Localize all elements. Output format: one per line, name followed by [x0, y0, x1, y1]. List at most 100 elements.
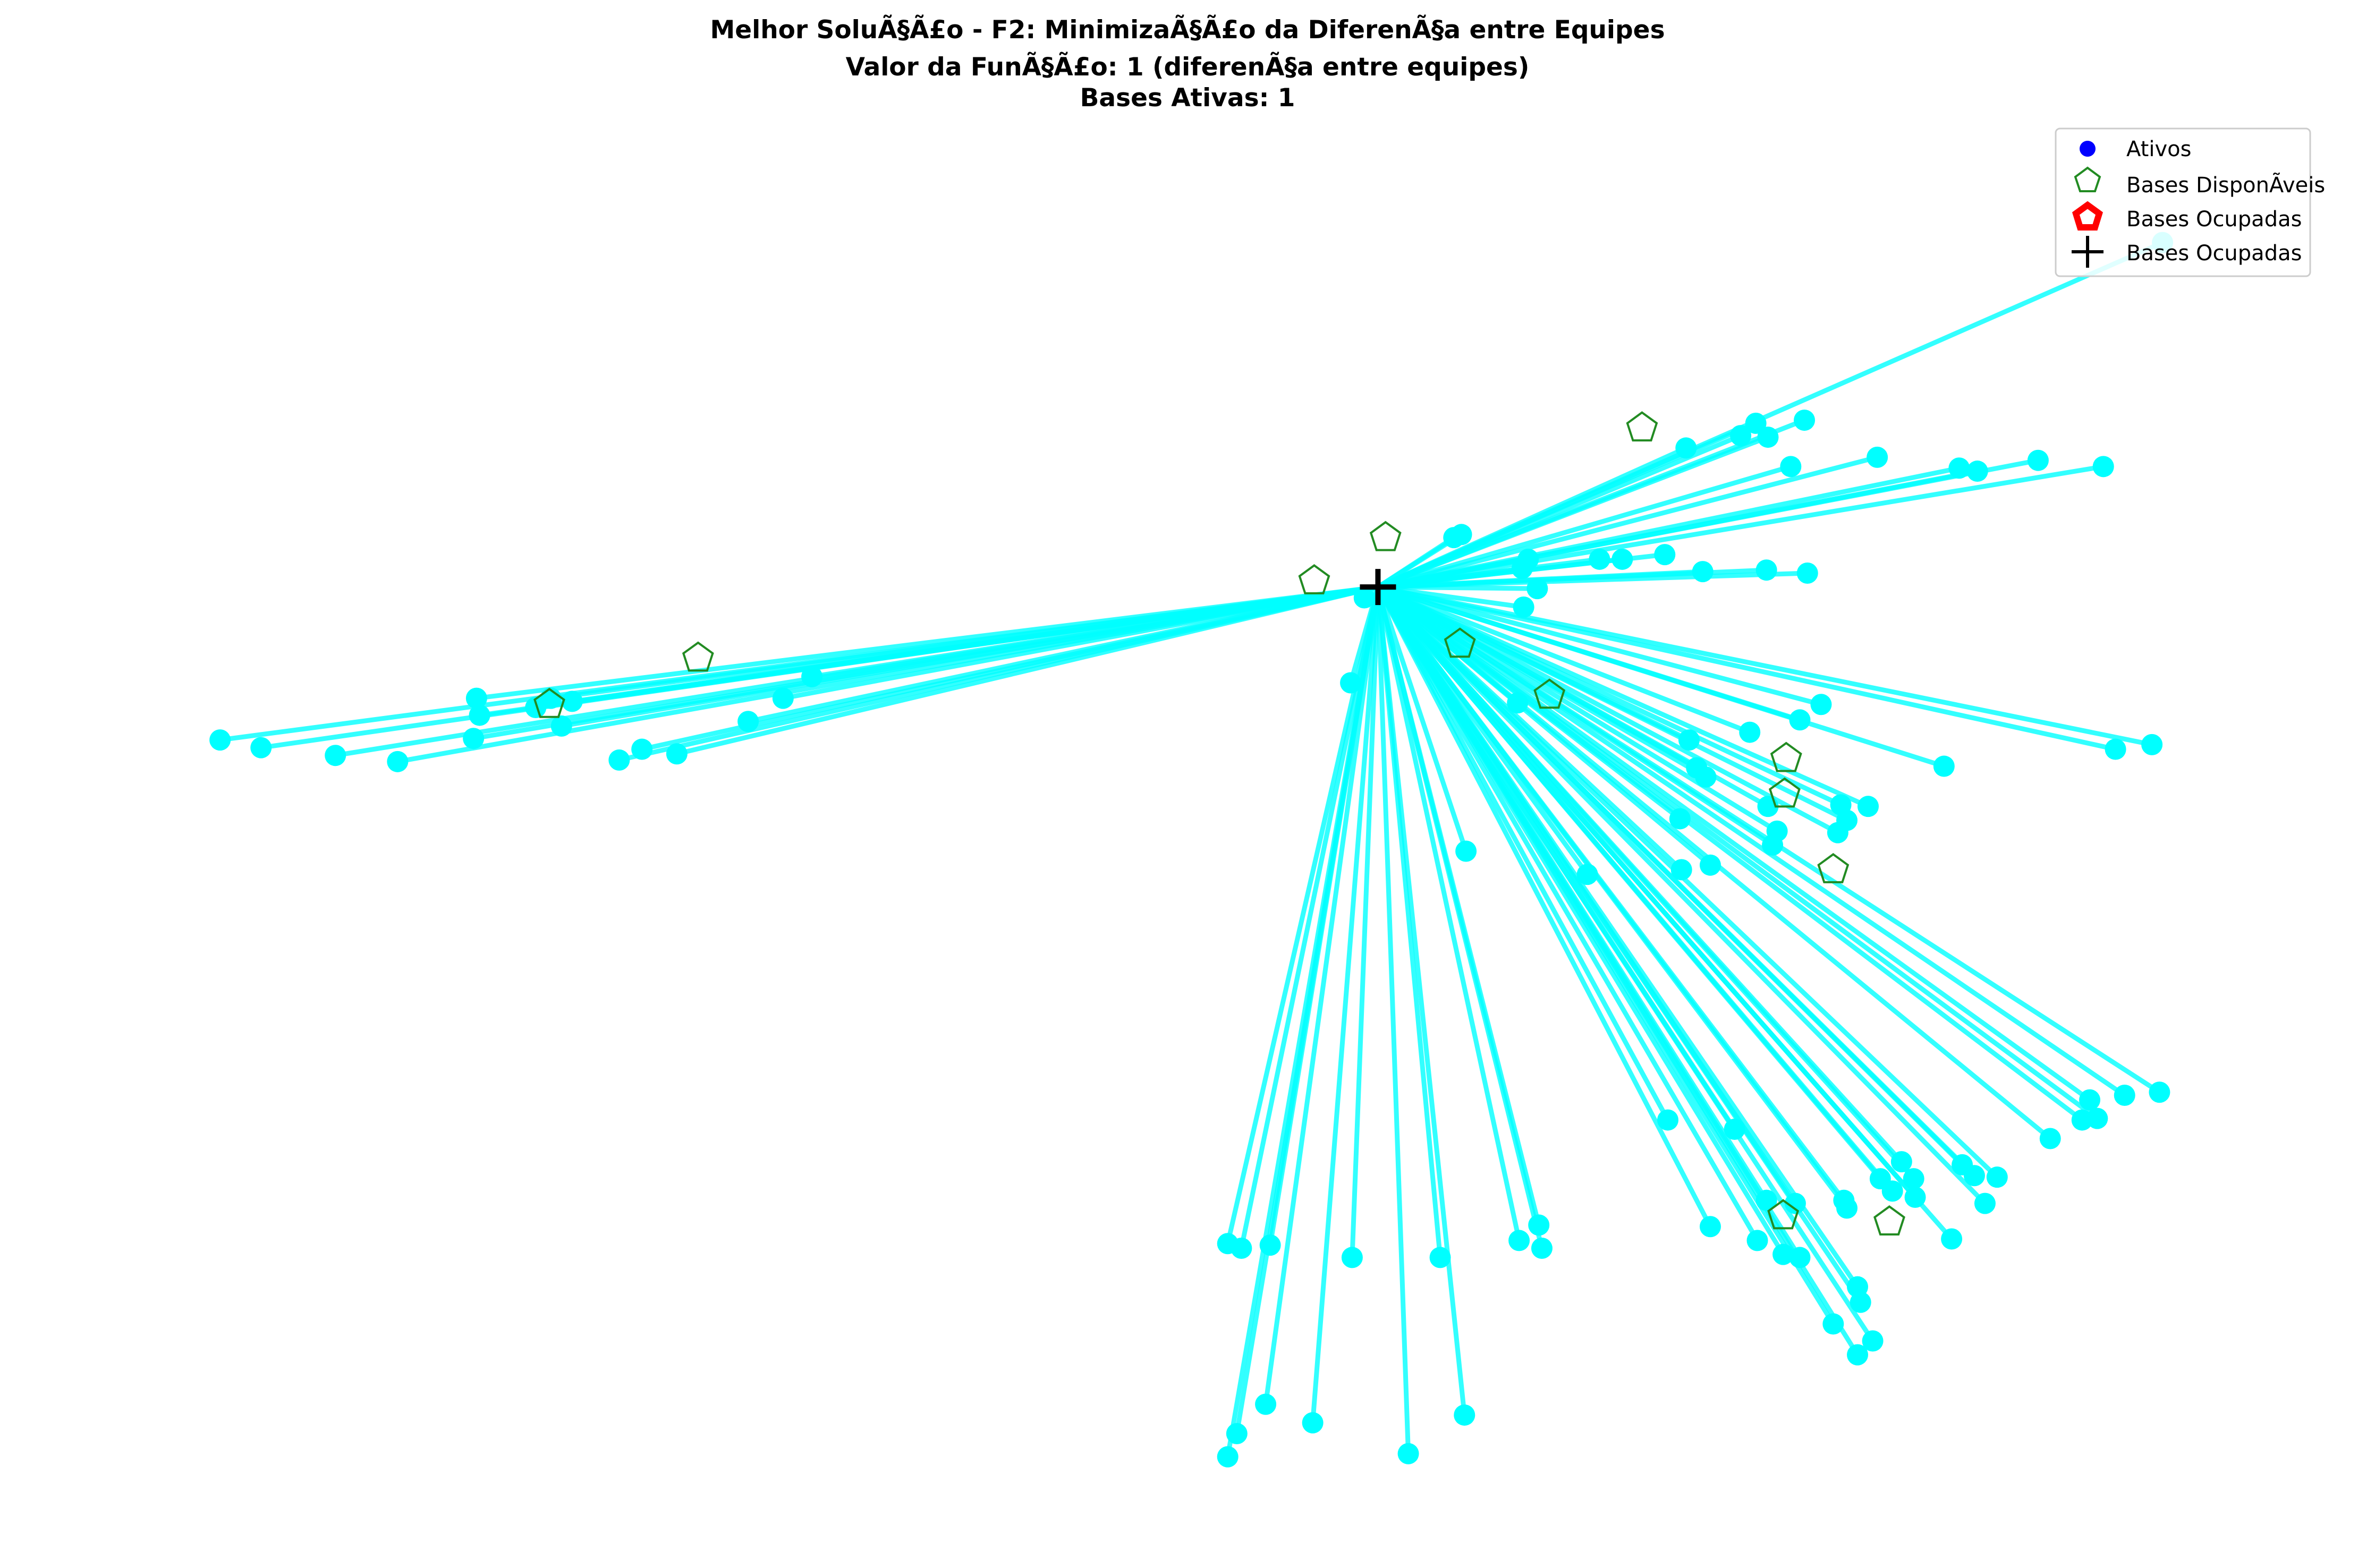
- connection-line: [1263, 586, 1380, 1405]
- asset-point: [1611, 548, 1633, 570]
- asset-point: [1699, 1216, 1721, 1238]
- asset-point: [1757, 427, 1779, 448]
- asset-point: [1511, 558, 1533, 580]
- asset-point: [463, 728, 485, 749]
- asset-point: [2027, 449, 2049, 471]
- connection-line: [1377, 584, 1945, 769]
- asset-point: [1974, 1192, 1996, 1214]
- asset-point: [737, 711, 759, 732]
- asset-point: [1670, 859, 1692, 881]
- available-base-marker: [1626, 411, 1658, 442]
- asset-point: [1780, 456, 1802, 478]
- asset-point: [387, 751, 409, 772]
- asset-point: [2114, 1085, 2135, 1106]
- asset-point: [1669, 808, 1691, 830]
- asset-point: [1730, 425, 1752, 447]
- connection-line: [1377, 585, 1839, 835]
- connection-line: [782, 584, 1379, 701]
- connection-line: [1375, 587, 1411, 1454]
- connection-line: [1310, 586, 1380, 1423]
- connection-line: [1376, 586, 1522, 1241]
- asset-point: [1699, 854, 1721, 876]
- asset-point: [1827, 822, 1848, 843]
- asset-point: [1966, 461, 1988, 482]
- available-base-marker: [682, 641, 714, 672]
- asset-point: [2039, 1128, 2061, 1149]
- title-line-2: Valor da FunÃ§Ã£o: 1 (diferenÃ§a entre e…: [846, 52, 1530, 82]
- available-base-marker: [1768, 777, 1801, 808]
- legend-marker-ativos: [2080, 141, 2096, 157]
- connection-line: [748, 584, 1379, 724]
- connection-line: [1377, 585, 1848, 823]
- connection-line: [1378, 584, 1538, 591]
- asset-point: [1963, 1165, 1985, 1187]
- asset-point: [1231, 1237, 1252, 1259]
- asset-point: [2086, 1107, 2108, 1129]
- asset-point: [2141, 734, 2163, 755]
- asset-point: [550, 715, 572, 737]
- asset-point: [1796, 563, 1818, 584]
- occupied-base: [1360, 569, 1396, 606]
- legend-label-bases-ocupadas: Bases Ocupadas: [2126, 207, 2302, 232]
- asset-point: [1755, 559, 1777, 581]
- connection-line: [1377, 464, 1792, 590]
- available-base-marker: [533, 687, 565, 718]
- connection-line: [1376, 585, 1849, 1210]
- asset-point: [666, 743, 688, 765]
- asset-point: [1341, 1247, 1363, 1268]
- chart-title: Melhor SoluÃ§Ã£o - F2: MinimizaÃ§Ã£o da …: [710, 15, 1665, 113]
- connection-line: [1377, 455, 1878, 590]
- available-bases: [533, 411, 1905, 1235]
- connection-line: [1377, 584, 1822, 707]
- asset-point: [1881, 1180, 1903, 1202]
- connection-line: [1377, 584, 2153, 747]
- title-line-3: Bases Ativas: 1: [1080, 83, 1295, 113]
- asset-point: [1455, 840, 1477, 862]
- asset-point: [1789, 1247, 1811, 1268]
- asset-point: [1745, 412, 1767, 434]
- asset-point: [1531, 1237, 1553, 1259]
- available-base-marker: [1298, 564, 1330, 594]
- asset-point: [2092, 456, 2114, 478]
- connection-line: [1350, 587, 1380, 1258]
- legend-marker-bases-disponiveis: [2074, 166, 2101, 192]
- asset-point: [1904, 1186, 1926, 1208]
- asset-point: [1528, 1214, 1550, 1236]
- asset-point: [1654, 544, 1676, 566]
- connection-line: [1376, 585, 1999, 1179]
- connection-line: [1377, 585, 1869, 809]
- asset-point: [1695, 766, 1717, 788]
- asset-point: [1810, 694, 1832, 715]
- connection-line: [1376, 585, 2091, 1102]
- connection-line: [1375, 586, 1467, 1416]
- asset-point: [1933, 755, 1955, 777]
- asset-point: [465, 687, 487, 709]
- asset-point: [1217, 1446, 1239, 1468]
- legend-box: [2055, 127, 2311, 277]
- legend-label-ativos: Ativos: [2126, 137, 2191, 161]
- asset-point: [1397, 1443, 1419, 1464]
- asset-point: [1784, 1192, 1806, 1214]
- asset-point: [1890, 1151, 1912, 1173]
- asset-point: [1739, 721, 1761, 743]
- asset-point: [1789, 709, 1811, 731]
- legend: Ativos Bases DisponÃ­veis Bases Ocupadas…: [2055, 127, 2325, 277]
- asset-point: [1255, 1393, 1277, 1415]
- available-base-marker: [1767, 1199, 1800, 1230]
- connection-line: [1376, 585, 1760, 1242]
- connection-line: [1225, 586, 1380, 1458]
- available-base-marker: [1533, 678, 1566, 709]
- asset-point: [1353, 587, 1375, 609]
- connection-line: [1378, 570, 1808, 590]
- asset-point: [1340, 672, 1362, 694]
- asset-point: [1675, 437, 1697, 459]
- connection-line: [1376, 586, 1545, 1249]
- connection-line: [1377, 584, 1751, 735]
- asset-point: [1857, 796, 1879, 817]
- asset-point: [1526, 578, 1548, 600]
- asset-point: [1507, 692, 1529, 714]
- asset-point: [1850, 1291, 1871, 1313]
- asset-point: [525, 697, 547, 719]
- asset-point: [801, 666, 823, 687]
